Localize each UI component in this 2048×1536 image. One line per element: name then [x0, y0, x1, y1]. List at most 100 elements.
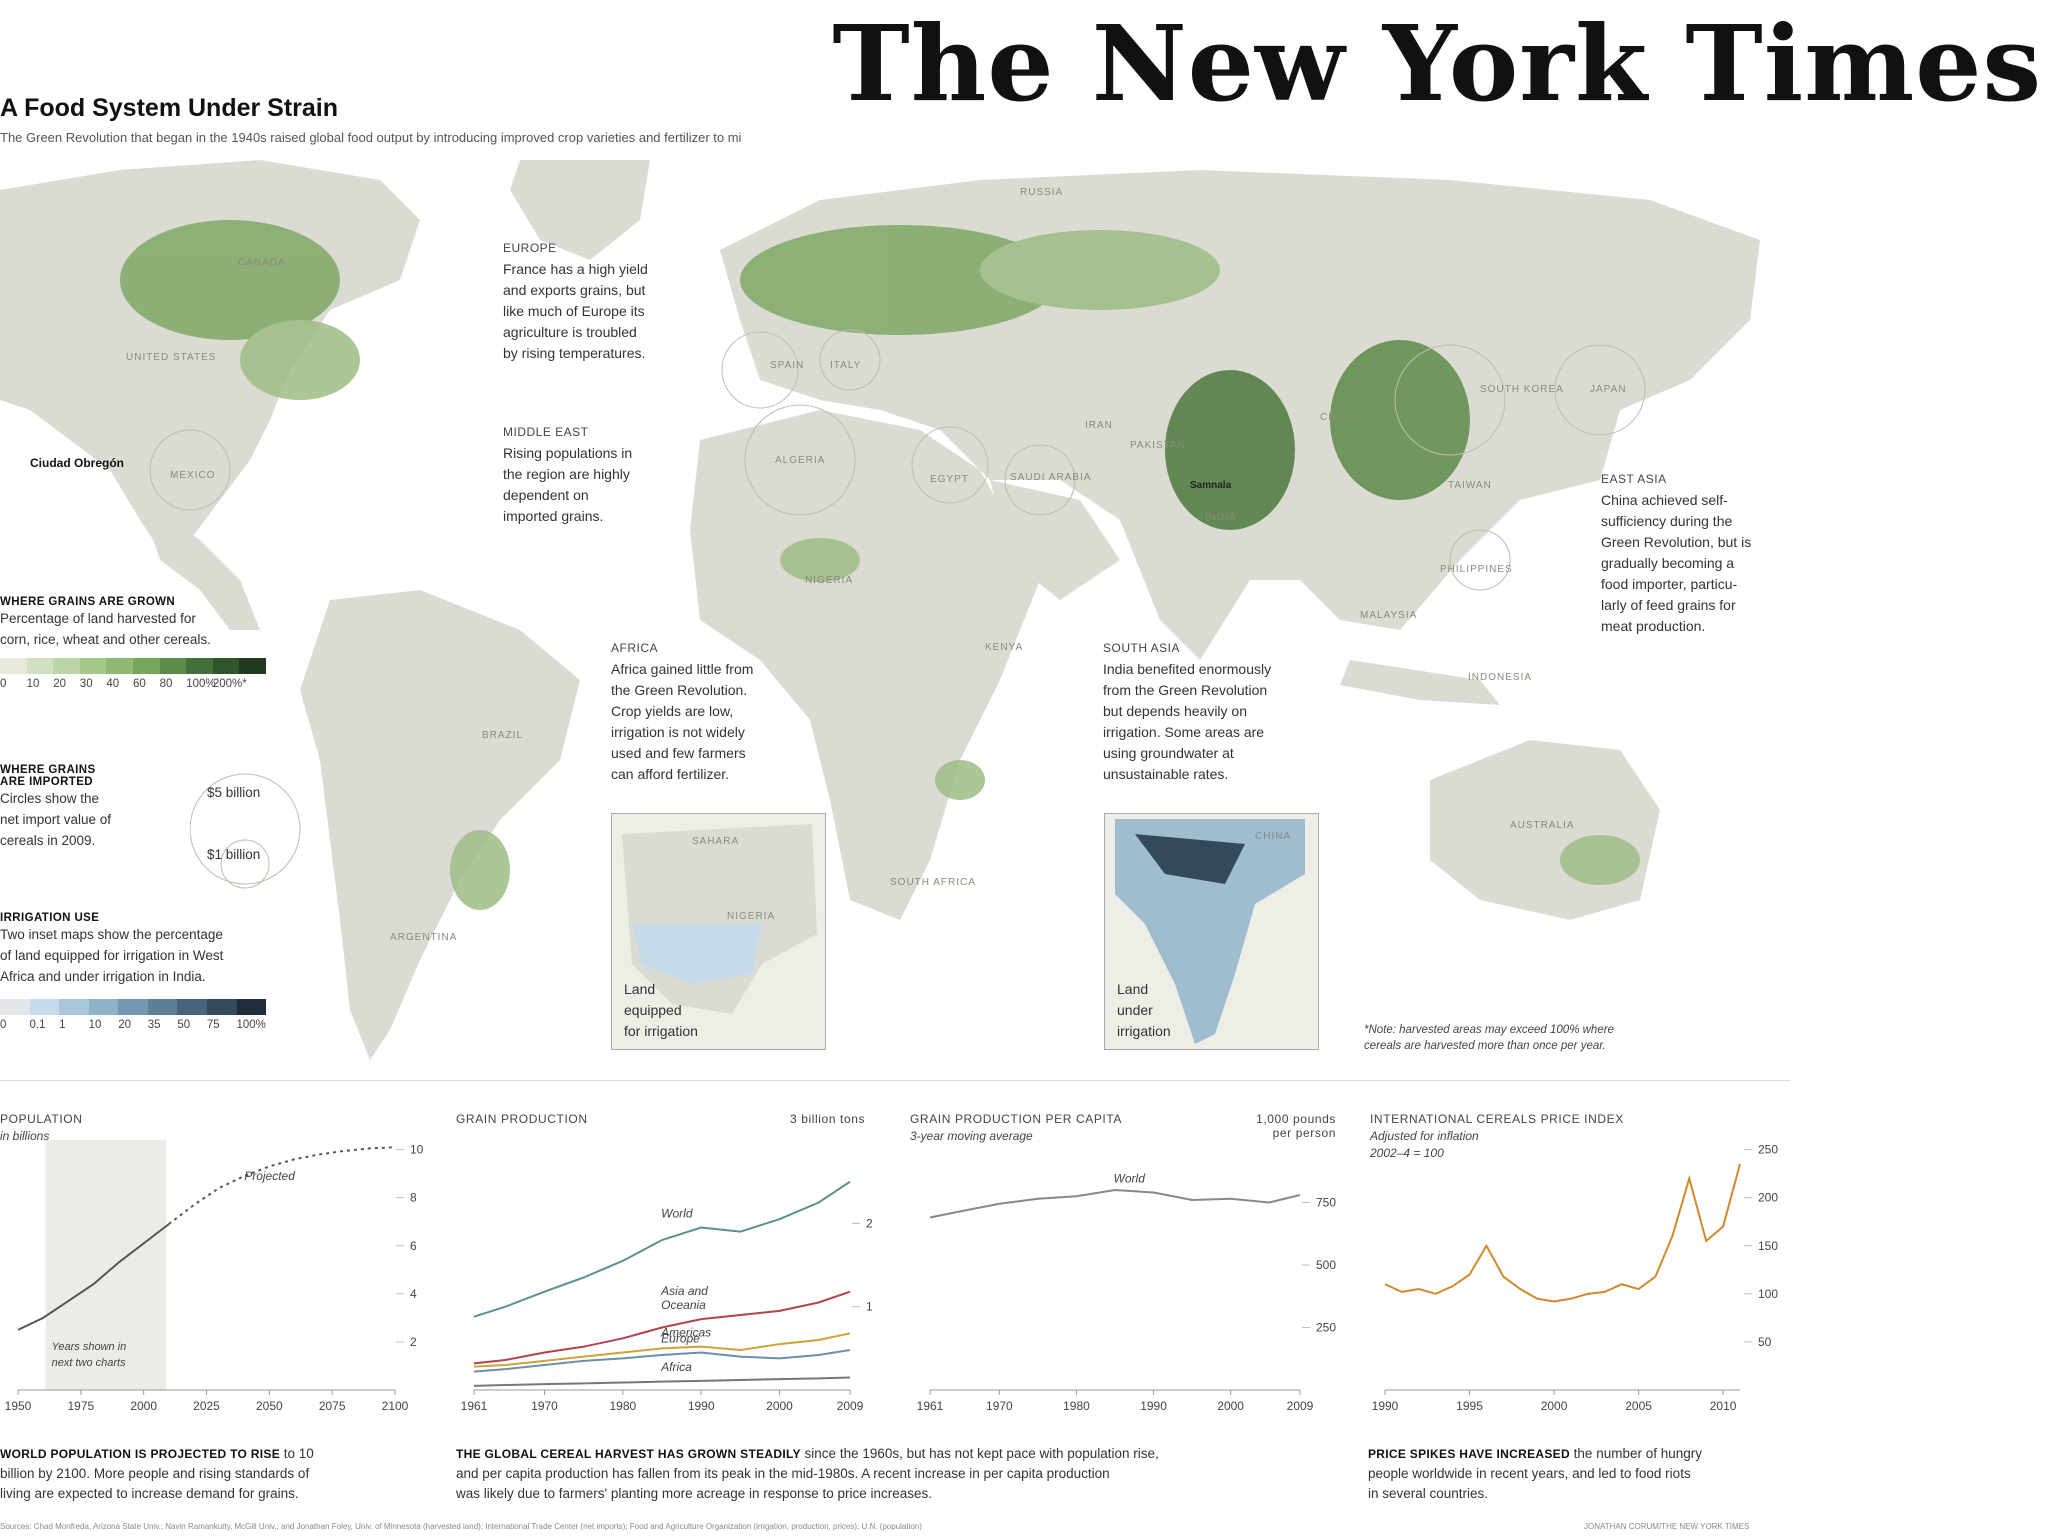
chart-unit-grain: 3 billion tons [790, 1112, 866, 1126]
import-legend-small: $1 billion [207, 847, 261, 862]
irrigation-ramp-tick: 50 [177, 1019, 191, 1031]
annotation-middle-east: MIDDLE EAST Rising populations in the re… [503, 422, 683, 527]
japan-landmass [1550, 350, 1590, 440]
shaded-band-label: Years shown in [52, 1341, 127, 1353]
caption-line: was likely due to farmers' planting more… [456, 1486, 933, 1501]
x-tick-label: 2100 [382, 1399, 409, 1413]
x-tick-label: 1990 [1372, 1399, 1399, 1413]
grain-ramp-swatch [26, 658, 54, 674]
series-label: World [661, 1207, 693, 1221]
country-label: SAUDI ARABIA [1010, 472, 1091, 483]
masthead-logo: The New York Times [832, 2, 2042, 125]
world-map: CANADA UNITED STATES MEXICO RUSSIA CHINA… [0, 160, 1790, 1085]
country-label: UNITED STATES [126, 352, 216, 363]
legend-heading: WHERE GRAINS ARE GROWN [0, 596, 176, 608]
y-tick-label: 200 [1758, 1191, 1778, 1205]
series-label: Oceania [661, 1298, 706, 1312]
inset-caption-line: Land [1117, 981, 1149, 997]
country-label: RUSSIA [1020, 187, 1063, 198]
y-tick-label: 8 [410, 1191, 417, 1205]
country-label: KENYA [985, 642, 1023, 653]
country-label: PAKISTAN [1130, 440, 1186, 451]
x-tick-label: 2009 [837, 1399, 864, 1413]
y-tick-label: 4 [410, 1287, 417, 1301]
x-tick-label: 2000 [1217, 1399, 1244, 1413]
annotation-head: AFRICA [611, 641, 659, 655]
import-circles-legend [190, 773, 301, 889]
inset-map-india: CHINA Land under irrigation [1104, 813, 1319, 1050]
population-line-projected [168, 1146, 396, 1225]
country-label: AUSTRALIA [1510, 820, 1575, 831]
country-label: CANADA [238, 257, 286, 268]
annotation-line: from the Green Revolution [1103, 682, 1268, 698]
x-tick-label: 1970 [531, 1399, 558, 1413]
grain-ramp-swatch [212, 658, 240, 674]
irrigation-ramp-tick: 75 [206, 1019, 220, 1031]
y-tick-label: 250 [1758, 1143, 1778, 1157]
annotation-line: Crop yields are low, [611, 703, 734, 719]
x-tick-label: 1980 [1063, 1399, 1090, 1413]
irrigation-ramp-swatch [118, 999, 148, 1015]
annotation-line: irrigation is not widely [611, 724, 745, 740]
inset-caption: Land under irrigation [1117, 979, 1171, 1042]
annotation-line: sufficiency during the [1601, 513, 1733, 529]
legend-heading: IRRIGATION USE [0, 912, 100, 924]
unit-line: 1,000 pounds [1256, 1112, 1336, 1126]
series-label: World [1114, 1172, 1146, 1186]
annotation-line: dependent on [503, 487, 589, 503]
country-label: ARGENTINA [390, 932, 457, 943]
annotation-line: Green Revolution, but is [1601, 534, 1752, 550]
inset-caption-line: equipped [624, 1002, 682, 1018]
y-tick-label: 1 [866, 1300, 873, 1314]
credit-line: JONATHAN CORUM/THE NEW YORK TIMES [1584, 1522, 1750, 1531]
grain-ramp-swatch [239, 658, 266, 674]
caption-line: living are expected to increase demand f… [0, 1486, 299, 1501]
inset-caption: Land equipped for irrigation [624, 979, 698, 1042]
inset-caption-line: for irrigation [624, 1023, 698, 1039]
inset-caption-line: Land [624, 981, 656, 997]
irrigation-ramp-ticks: 0 0.1 1 10 20 35 50 75 100% [0, 1019, 300, 1035]
chart-title-price: INTERNATIONAL CEREALS PRICE INDEX [1370, 1112, 1624, 1126]
caption-line: people worldwide in recent years, and le… [1368, 1466, 1691, 1481]
chart-title-grain: GRAIN PRODUCTION [456, 1112, 588, 1126]
annotation-line: irrigation. Some areas are [1103, 724, 1265, 740]
series-label: Asia and [660, 1284, 708, 1298]
caption-population: WORLD POPULATION IS PROJECTED TO RISE to… [0, 1444, 420, 1504]
footnote-line: cereals are harvested more than once per… [1364, 1040, 1606, 1052]
irrigation-ramp-tick: 0 [0, 1019, 7, 1031]
annotation-line: can afford fertilizer. [611, 766, 730, 782]
legend-text: net import value of [0, 812, 112, 827]
annotation-europe: EUROPE France has a high yield and expor… [503, 238, 683, 364]
irrigation-ramp-swatch [206, 999, 237, 1015]
unit-line: per person [1272, 1126, 1336, 1140]
annotation-head: EAST ASIA [1601, 472, 1667, 486]
grain-ramp-swatch [79, 658, 107, 674]
inset-label: CHINA [1255, 831, 1291, 842]
x-tick-label: 1961 [917, 1399, 944, 1413]
x-tick-label: 2000 [130, 1399, 157, 1413]
irrigation-ramp-tick: 35 [147, 1019, 161, 1031]
irrigation-ramp-swatch [0, 999, 30, 1015]
irrigation-ramp-swatch [236, 999, 267, 1015]
legend-text: cereals in 2009. [0, 833, 96, 848]
irrigation-ramp-tick: 20 [118, 1019, 132, 1031]
place-label-samnala: Samnala [1190, 480, 1232, 491]
inset-map-west-africa-svg: SAHARA NIGERIA [622, 824, 817, 1014]
grain-ramp-tick: 30 [79, 678, 93, 690]
annotation-africa: AFRICA Africa gained little from the Gre… [611, 638, 811, 785]
legend-heading: ARE IMPORTED [0, 776, 93, 788]
x-tick-label: 1950 [5, 1399, 32, 1413]
greenland-landmass [510, 160, 650, 260]
inset-caption-line: irrigation [1117, 1023, 1171, 1039]
annotation-line: imported grains. [503, 508, 604, 524]
irrigation-ramp-tick: 0.1 [29, 1019, 46, 1031]
grain-color-ramp [0, 658, 266, 674]
section-divider [0, 1080, 1790, 1081]
country-label: PHILIPPINES [1440, 564, 1513, 575]
x-tick-label: 2005 [1625, 1399, 1652, 1413]
annotation-line: larly of feed grains for [1601, 597, 1736, 613]
series-label: Americas [660, 1326, 711, 1340]
series-line [473, 1180, 851, 1318]
caption-price: PRICE SPIKES HAVE INCREASED the number o… [1368, 1444, 1788, 1504]
country-label: SPAIN [770, 360, 804, 371]
